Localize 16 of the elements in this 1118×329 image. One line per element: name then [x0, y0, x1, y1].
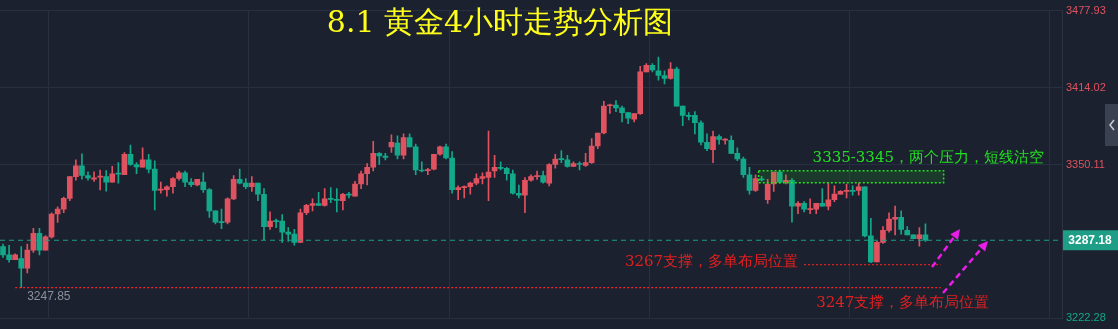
ref-line-label: 3247.85 [27, 288, 71, 303]
candlestick [376, 152, 383, 165]
y-tick-label: 3350.11 [1066, 157, 1105, 170]
ref-line-label: 3287.18 [1068, 232, 1113, 247]
y-tick-label: 3222.28 [1066, 311, 1106, 324]
ref-line-label: 3267支撑，多单布局位置 [624, 252, 799, 271]
candlestick [607, 103, 613, 114]
y-tick-label: 3414.02 [1066, 80, 1106, 93]
candlestick [819, 188, 826, 207]
candlestick [613, 100, 619, 112]
candlestick [97, 169, 103, 191]
annotation: 3247支撑，多单布局位置 [816, 292, 990, 311]
y-tick-label: 3477.93 [1066, 3, 1106, 16]
candlestick [249, 176, 255, 192]
chart-title: 8.1 黄金4小时走势分析图 [326, 3, 674, 39]
band-label: 3335-3345，两个压力，短线沽空 [812, 147, 1044, 166]
